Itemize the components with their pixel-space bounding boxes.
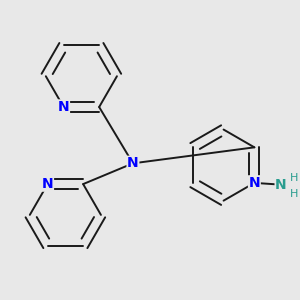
Text: N: N (42, 177, 53, 191)
Text: H: H (290, 173, 298, 183)
Text: H: H (290, 188, 298, 199)
Text: N: N (58, 100, 69, 114)
Text: N: N (275, 178, 287, 192)
Text: N: N (249, 176, 260, 190)
Text: N: N (127, 156, 139, 170)
